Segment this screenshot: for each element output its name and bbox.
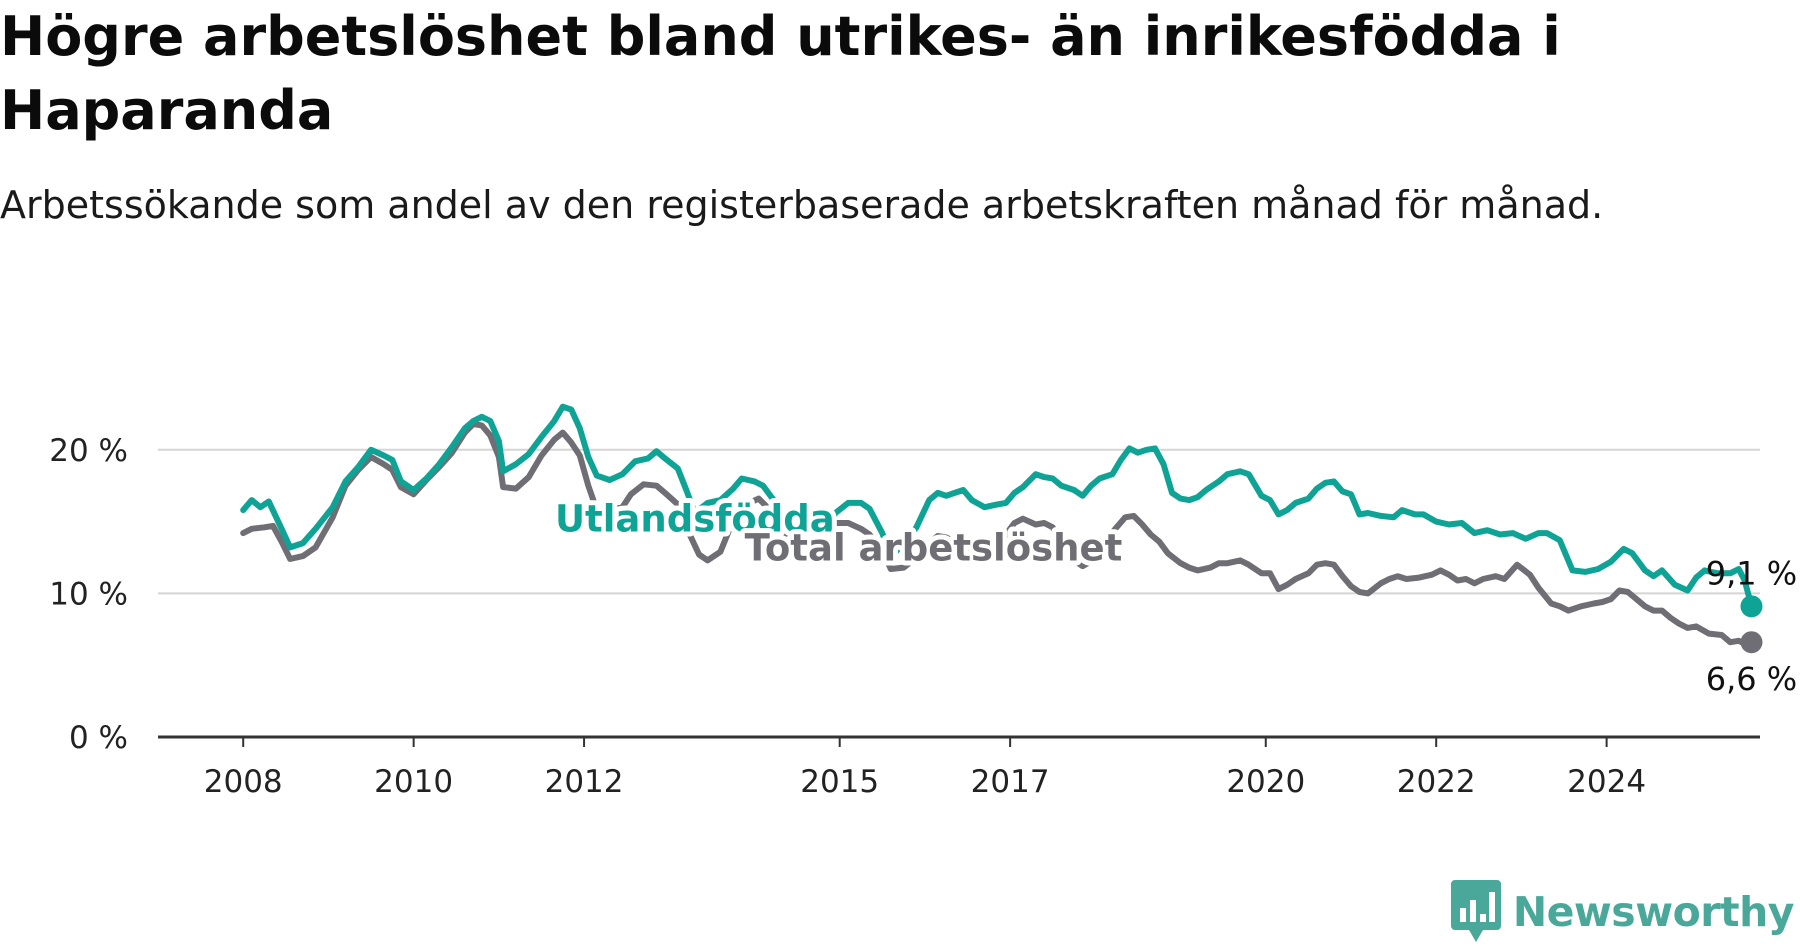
x-tick-label: 2024 xyxy=(1567,764,1646,800)
end-point-utlandsfodda xyxy=(1740,595,1763,618)
x-tick-label: 2012 xyxy=(545,764,624,800)
y-tick-label: 0 % xyxy=(69,720,128,756)
end-point-total xyxy=(1740,631,1763,654)
chart-title: Högre arbetslöshet bland utrikes- än inr… xyxy=(0,5,1561,142)
series-line-total xyxy=(240,421,1755,647)
x-tick-label: 2015 xyxy=(800,764,879,800)
x-tick-label: 2022 xyxy=(1397,764,1476,800)
y-tick-label: 20 % xyxy=(49,433,128,469)
gridlines xyxy=(158,448,1760,595)
series-line-utlandsfodda xyxy=(240,403,1755,610)
end-value-label-total: 6,6 % xyxy=(1706,660,1797,698)
newsworthy-logo: Newsworthy xyxy=(1450,876,1795,948)
series-label-utlandsfodda: Utlandsfödda xyxy=(555,498,835,541)
y-axis-tick-labels: 0 % 10 % 20 % xyxy=(49,433,128,756)
series-labels: Utlandsfödda 9,1 % Total arbetslöshet 6,6 % xyxy=(550,493,1797,699)
x-tick-label: 2008 xyxy=(204,764,283,800)
series-lines xyxy=(240,403,1763,654)
chart-subtitle: Arbetssökande som andel av den registerb… xyxy=(0,183,1604,227)
y-tick-label: 10 % xyxy=(49,576,128,612)
bar-chart-pin-icon xyxy=(1450,880,1501,942)
end-value-label-utlandsfodda: 9,1 % xyxy=(1706,554,1797,592)
x-tick-label: 2017 xyxy=(971,764,1050,800)
x-axis: 2008 2010 2012 2015 2017 2020 2022 2024 xyxy=(158,735,1760,800)
series-label-total: Total arbetslöshet xyxy=(745,526,1123,569)
x-tick-label: 2010 xyxy=(374,764,453,800)
brand-name: Newsworthy xyxy=(1512,888,1795,936)
x-tick-label: 2020 xyxy=(1226,764,1305,800)
